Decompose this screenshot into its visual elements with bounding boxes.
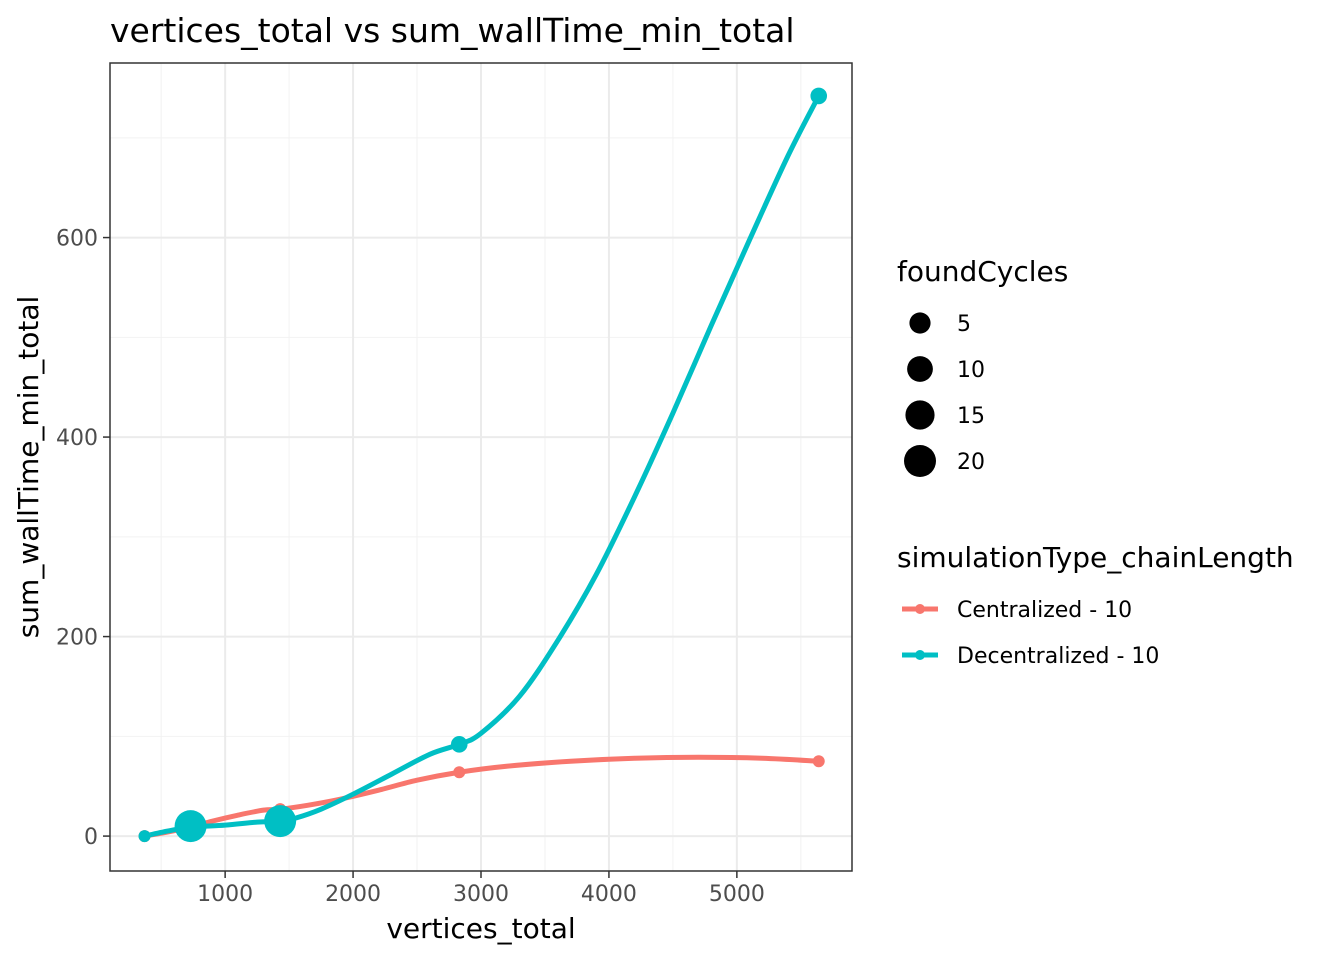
color-legend-key-point bbox=[915, 604, 925, 614]
y-tick-label: 0 bbox=[84, 825, 98, 850]
size-legend-label: 10 bbox=[957, 358, 985, 383]
x-axis: 1000 2000 3000 4000 5000 bbox=[197, 871, 765, 907]
y-tick-label: 400 bbox=[56, 426, 98, 451]
data-point-centralized-10 bbox=[812, 755, 825, 768]
size-legend-label: 15 bbox=[957, 404, 985, 429]
y-tick-label: 200 bbox=[56, 626, 98, 651]
data-point-decentralized-10 bbox=[174, 810, 207, 843]
y-axis: 0 200 400 600 bbox=[56, 227, 110, 850]
color-legend-label: Centralized - 10 bbox=[957, 598, 1132, 623]
series-points bbox=[138, 87, 828, 843]
size-legend-key bbox=[904, 445, 936, 477]
x-axis-title: vertices_total bbox=[386, 912, 575, 945]
size-legend: foundCycles 5 10 15 20 bbox=[897, 255, 1068, 477]
size-legend-label: 20 bbox=[957, 450, 985, 475]
series-line-centralized-10 bbox=[142, 754, 822, 839]
x-tick-label: 5000 bbox=[709, 882, 765, 907]
data-point-centralized-10 bbox=[453, 766, 466, 779]
color-legend-label: Decentralized - 10 bbox=[957, 644, 1159, 669]
size-legend-key bbox=[907, 356, 933, 382]
x-tick-label: 2000 bbox=[325, 882, 381, 907]
size-legend-label: 5 bbox=[957, 312, 971, 337]
data-point-decentralized-10 bbox=[450, 736, 468, 753]
x-tick-label: 1000 bbox=[197, 882, 253, 907]
size-legend-title: foundCycles bbox=[897, 255, 1068, 288]
x-tick-label: 4000 bbox=[581, 882, 637, 907]
y-axis-title: sum_wallTime_min_total bbox=[12, 296, 45, 639]
data-point-decentralized-10 bbox=[138, 830, 151, 843]
size-legend-key bbox=[909, 312, 931, 334]
chart-title: vertices_total vs sum_wallTime_min_total bbox=[110, 11, 795, 50]
grid-major bbox=[110, 63, 852, 871]
color-legend: simulationType_chainLength Centralized -… bbox=[897, 541, 1294, 669]
data-point-decentralized-10 bbox=[810, 87, 828, 105]
y-tick-label: 600 bbox=[56, 227, 98, 252]
x-tick-label: 3000 bbox=[453, 882, 509, 907]
color-legend-key-point bbox=[915, 650, 925, 660]
size-legend-key bbox=[905, 400, 935, 430]
data-point-decentralized-10 bbox=[264, 805, 297, 838]
color-legend-title: simulationType_chainLength bbox=[897, 541, 1294, 574]
